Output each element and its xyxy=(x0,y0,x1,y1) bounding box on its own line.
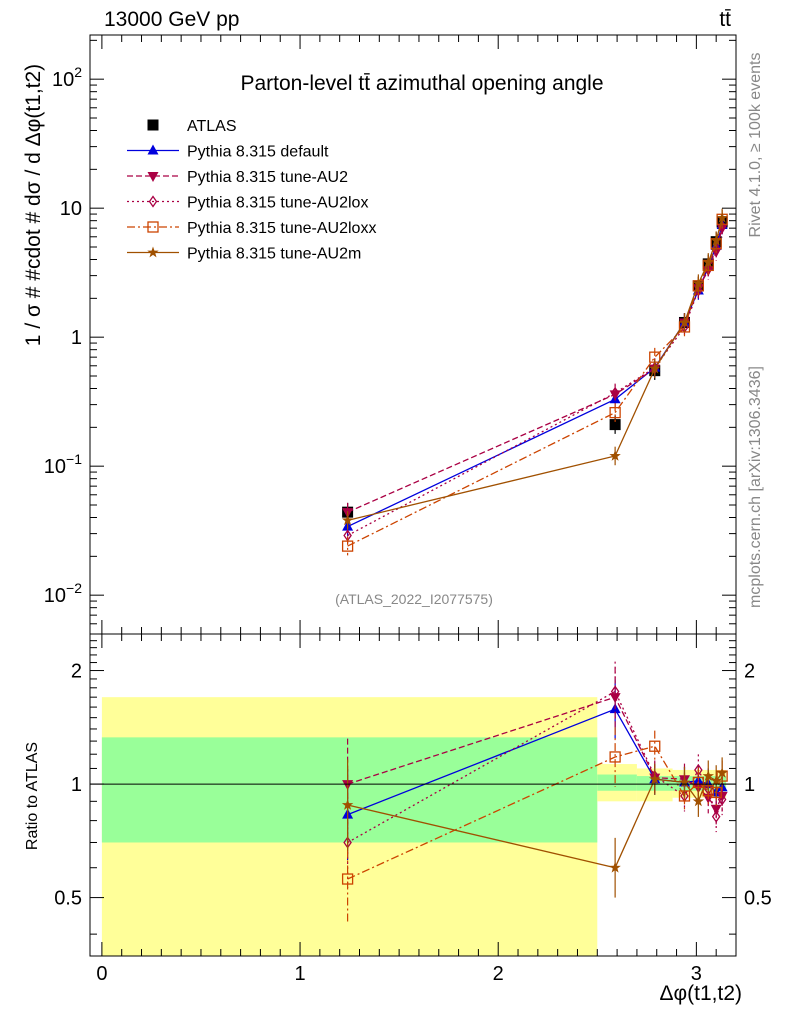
series-1 xyxy=(342,215,728,536)
legend-marker xyxy=(147,119,159,131)
rivet-version-label: Rivet 4.1.0, ≥ 100k events xyxy=(747,53,764,238)
ratio-data-point xyxy=(341,873,354,885)
data-point xyxy=(716,211,728,223)
ratio-data-point xyxy=(610,685,620,698)
ratio-y-tick-label: 2 xyxy=(71,661,82,683)
y-tick-label: 10 xyxy=(60,198,82,220)
series-line xyxy=(347,224,723,528)
ratio-data-point xyxy=(341,799,354,810)
y-tick-label: 102 xyxy=(52,64,82,91)
y-tick-label: 1 xyxy=(71,327,82,349)
legend-marker xyxy=(147,221,159,233)
x-tick-label: 1 xyxy=(294,963,305,985)
ratio-plot-frame xyxy=(89,633,737,957)
legend-marker xyxy=(148,195,158,208)
data-point xyxy=(678,316,691,328)
y-tick-exponent: 2 xyxy=(74,64,82,80)
series-4 xyxy=(341,210,728,556)
x-tick-label: 0 xyxy=(96,963,107,985)
series-line xyxy=(347,226,723,537)
legend-label: Pythia 8.315 default xyxy=(187,144,329,161)
ratio-data-point xyxy=(649,773,661,785)
data-point xyxy=(609,419,621,431)
legend-marker xyxy=(147,172,159,182)
main-plot-panel: 10−2 10−1 1 10 102 Parton-level tt̄ azimutha… xyxy=(22,34,737,635)
ratio-y-tick-label: 1 xyxy=(71,774,82,796)
ratio-plot-panel: 0.5 0.5 1 1 2 2 0 1 2 3 Ratio to ATLAS Δφ(t1,t2) xyxy=(24,633,772,1005)
data-point xyxy=(609,406,621,419)
header-energy-label: 13000 GeV pp xyxy=(104,8,239,31)
legend-label: Pythia 8.315 tune-AU2 xyxy=(187,169,348,186)
ratio-data-point xyxy=(694,763,703,777)
legend: ATLAS Pythia 8.315 default Pythia 8.315 tu… xyxy=(127,118,376,263)
ratio-y-tick-label-right: 2 xyxy=(744,661,755,683)
ratio-data-point xyxy=(710,774,722,786)
series-line xyxy=(347,217,723,522)
series-5 xyxy=(341,208,728,530)
ratio-data-point xyxy=(692,795,705,807)
ratio-data-point xyxy=(716,791,728,802)
legend-label: Pythia 8.315 tune-AU2m xyxy=(187,246,361,263)
ratio-series-4 xyxy=(341,757,728,898)
mcplots-label: mcplots.cern.ch [arXiv:1306.3436] xyxy=(747,366,764,608)
data-point xyxy=(692,277,705,289)
main-title: Parton-level tt̄ azimuthal opening angle xyxy=(240,72,603,95)
x-axis-title: Δφ(t1,t2) xyxy=(660,982,743,1005)
y-tick-exponent: −1 xyxy=(66,451,82,467)
ratio-data-point xyxy=(711,810,721,823)
ratio-series-line xyxy=(347,745,723,880)
uncertainty-band-stat xyxy=(101,737,598,843)
data-point xyxy=(710,234,722,246)
header-process-label: tt̄ xyxy=(719,8,731,31)
ratio-data-point xyxy=(716,767,728,778)
data-point xyxy=(702,256,714,268)
data-point xyxy=(610,386,620,400)
ratio-series-line xyxy=(347,690,723,844)
y-tick-label: 10−2 xyxy=(44,580,82,607)
series-line xyxy=(347,228,723,513)
ratio-y-tick-label: 0.5 xyxy=(54,888,82,910)
data-point xyxy=(341,514,354,526)
ratio-y-tick-label-right: 1 xyxy=(744,774,755,796)
y-tick-label: 10−1 xyxy=(44,451,82,478)
legend-label: ATLAS xyxy=(187,118,237,135)
y-tick-exponent: −2 xyxy=(66,580,82,596)
legend-marker xyxy=(147,144,159,155)
ratio-data-point xyxy=(678,776,691,788)
data-point xyxy=(341,540,354,552)
legend-label: Pythia 8.315 tune-AU2lox xyxy=(187,195,368,212)
ratio-data-point xyxy=(702,770,714,781)
ratio-data-point xyxy=(649,740,661,752)
watermark-label: (ATLAS_2022_I2077575) xyxy=(335,591,493,607)
x-tick-label: 3 xyxy=(691,963,702,985)
legend-label: Pythia 8.315 tune-AU2loxx xyxy=(187,220,376,237)
data-point xyxy=(609,450,621,461)
legend-marker xyxy=(147,246,159,258)
ratio-y-tick-label-right: 0.5 xyxy=(744,888,772,910)
data-point xyxy=(649,362,661,374)
y-axis-title: 1 / σ # #cdot # dσ / d Δφ(t1,t2) xyxy=(22,64,45,346)
series-3 xyxy=(343,217,727,545)
ratio-data-point xyxy=(609,861,621,873)
x-tick-label: 2 xyxy=(493,963,504,985)
ratio-data-point xyxy=(609,751,621,763)
uncertainty-band-stat xyxy=(597,774,637,791)
ratio-y-axis-title: Ratio to ATLAS xyxy=(24,742,41,850)
series-2 xyxy=(342,218,728,522)
series-line xyxy=(347,219,723,547)
